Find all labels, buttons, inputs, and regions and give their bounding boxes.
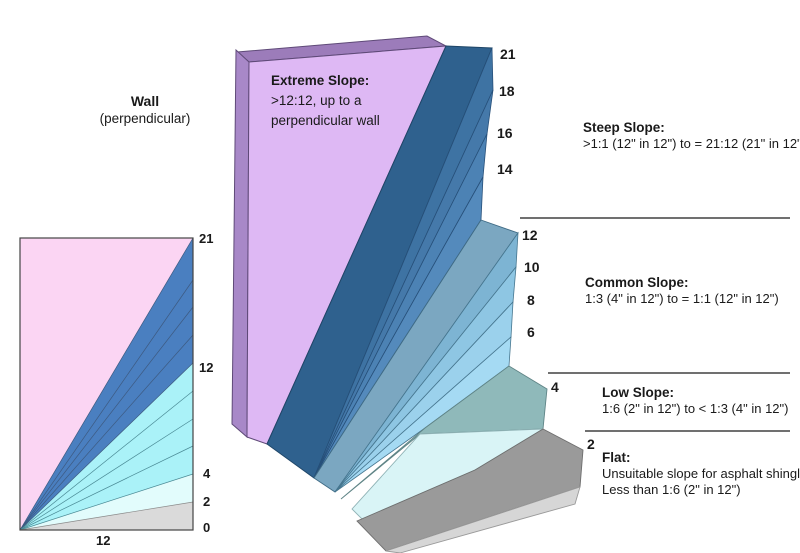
wall-tick-12: 12 (199, 360, 214, 375)
wall-diagram (19, 237, 194, 531)
extreme-slope-line2: perpendicular wall (271, 113, 380, 128)
wall-fan-lines (19, 237, 194, 531)
low-slope-range: 1:6 (2" in 12") to < 1:3 (4" in 12") (602, 401, 789, 416)
flat-front-face (385, 486, 581, 553)
wall-tick-21: 21 (199, 231, 214, 246)
low-slope-title: Low Slope: (602, 385, 674, 400)
extreme-slope-label: Extreme Slope: >12:12, up to a perpendic… (271, 71, 380, 131)
steep-slope-range: >1:1 (12" in 12") to = 21:12 (21" in 12"… (583, 136, 800, 151)
annotation-separators (520, 217, 790, 432)
steep-slope-title: Steep Slope: (583, 120, 665, 135)
low-slope-annotation: Low Slope: 1:6 (2" in 12") to < 1:3 (4" … (602, 385, 788, 417)
flat-body2: Less than 1:6 (2" in 12") (602, 482, 741, 497)
wall-border (19, 237, 194, 531)
wall-label-line1: Wall (130, 93, 160, 109)
common-slope-range: 1:3 (4" in 12") to = 1:1 (12" in 12") (585, 291, 779, 306)
flat-title: Flat: (602, 450, 631, 465)
tick-18: 18 (499, 83, 515, 99)
extreme-slope-line1: >12:12, up to a (271, 93, 362, 108)
steep-fan-facets (313, 47, 494, 479)
extreme-side-face (231, 48, 250, 439)
wall-label-line2: (perpendicular) (99, 111, 191, 126)
common-slope-annotation: Common Slope: 1:3 (4" in 12") to = 1:1 (… (585, 275, 779, 307)
tick-6: 6 (527, 324, 535, 340)
tick-8: 8 (527, 292, 535, 308)
wall-tick-4: 4 (203, 466, 211, 481)
tick-12: 12 (522, 227, 538, 243)
flat-annotation: Flat: Unsuitable slope for asphalt shing… (602, 450, 800, 498)
wall-tick-0: 0 (203, 520, 211, 535)
wall-label: Wall (perpendicular) (75, 93, 215, 127)
extreme-slope-title: Extreme Slope: (271, 73, 370, 88)
steep-slope-annotation: Steep Slope: >1:1 (12" in 12") to = 21:1… (583, 120, 800, 152)
slope-fan-3d (231, 35, 584, 553)
tick-21: 21 (500, 46, 516, 62)
wall-bottom-tick: 12 (96, 533, 111, 548)
common-fan-facets (334, 231, 519, 493)
tick-4: 4 (551, 379, 559, 395)
tick-16: 16 (497, 125, 513, 141)
flat-body1: Unsuitable slope for asphalt shingles (602, 466, 800, 481)
tick-10: 10 (524, 259, 540, 275)
wall-tick-2: 2 (203, 494, 211, 509)
common-slope-title: Common Slope: (585, 275, 689, 290)
tick-14: 14 (497, 161, 513, 177)
tick-2: 2 (587, 436, 595, 452)
